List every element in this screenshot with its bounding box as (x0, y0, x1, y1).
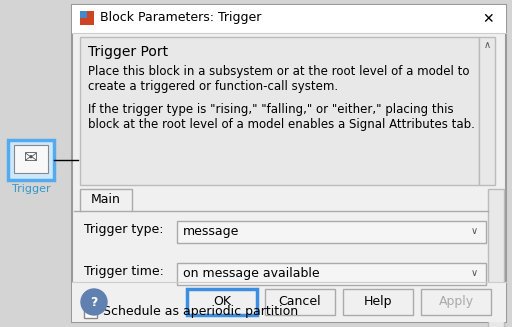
Bar (488, 189, 504, 327)
Text: ?: ? (90, 296, 98, 308)
Text: Schedule as aperiodic partition: Schedule as aperiodic partition (103, 305, 298, 318)
Text: Help: Help (364, 295, 392, 308)
Bar (177, 221, 486, 243)
Text: Place this block in a subsystem or at the root level of a model to: Place this block in a subsystem or at th… (88, 65, 470, 78)
Text: Apply: Apply (438, 295, 474, 308)
Text: If the trigger type is "rising," "falling," or "either," placing this: If the trigger type is "rising," "fallin… (88, 103, 454, 116)
Text: ✕: ✕ (482, 12, 494, 26)
Bar (421, 289, 491, 315)
Text: ∨: ∨ (471, 268, 478, 278)
Text: on message available: on message available (183, 267, 319, 280)
Circle shape (81, 289, 107, 315)
Text: Main: Main (91, 193, 121, 206)
Bar (72, 5, 506, 33)
Text: message: message (183, 225, 240, 238)
Text: OK: OK (213, 295, 231, 308)
Bar (265, 289, 335, 315)
Text: Trigger: Trigger (12, 184, 50, 194)
Bar (84, 305, 97, 318)
Bar (72, 5, 506, 322)
Bar (187, 289, 257, 315)
Bar (72, 282, 506, 322)
Text: ✉: ✉ (24, 149, 38, 167)
Bar (80, 37, 479, 185)
Text: ∧: ∧ (483, 40, 490, 50)
Text: Trigger type:: Trigger type: (84, 223, 163, 236)
Bar (343, 289, 413, 315)
Text: Cancel: Cancel (279, 295, 322, 308)
Text: Trigger Port: Trigger Port (88, 45, 168, 59)
Bar (177, 263, 486, 285)
Bar (8, 140, 54, 180)
Text: Trigger time:: Trigger time: (84, 265, 164, 278)
Bar (80, 11, 87, 18)
Bar (479, 37, 495, 185)
Bar (80, 189, 132, 211)
Text: ∨: ∨ (471, 226, 478, 236)
Text: create a triggered or function-call system.: create a triggered or function-call syst… (88, 80, 338, 93)
Bar (80, 11, 94, 25)
Text: block at the root level of a model enables a Signal Attributes tab.: block at the root level of a model enabl… (88, 118, 475, 131)
Bar (14, 145, 48, 173)
Text: Block Parameters: Trigger: Block Parameters: Trigger (100, 11, 261, 24)
